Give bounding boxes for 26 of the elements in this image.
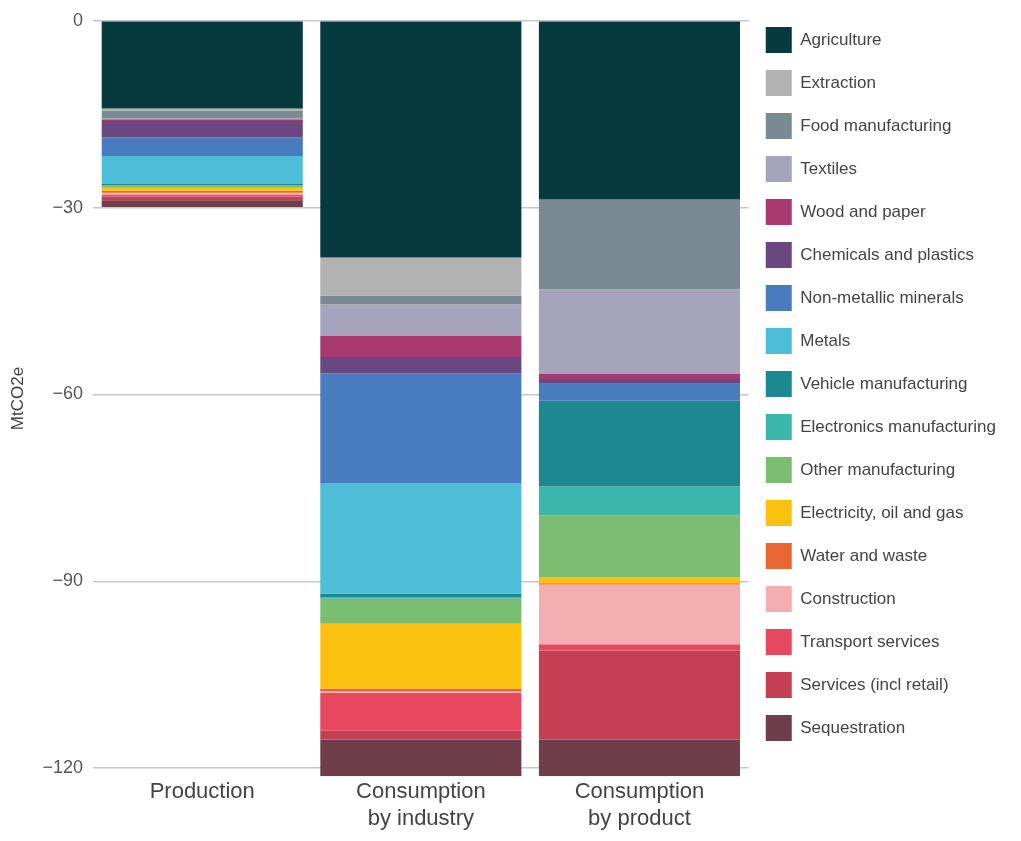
y-tick-label: −60 [52,383,83,404]
x-tick-label: Consumption by product [574,778,705,830]
y-tick-label: −120 [42,757,83,778]
x-tick-label: Consumption by industry [356,778,486,830]
legend-label: Other manufacturing [800,459,956,479]
legend-label: Services (incl retail) [800,674,949,694]
y-tick-label: 0 [72,9,83,30]
legend-label: Transport services [800,631,940,651]
legend-label: Construction [800,588,896,608]
y-tick-label: −90 [52,570,83,591]
legend-label: Sequestration [800,717,906,737]
legend-label: Extraction [800,72,876,92]
legend-label: Textiles [800,158,857,178]
x-tick-label: Production [149,778,255,804]
legend-label: Metals [800,330,851,350]
legend-label: Agriculture [800,29,882,49]
y-axis-title: MtCO2e [7,366,27,431]
legend-label: Wood and paper [800,201,926,221]
y-tick-label: −30 [52,196,83,217]
legend-label: Electricity, oil and gas [800,502,964,522]
legend-label: Vehicle manufacturing [800,373,968,393]
legend-label: Food manufacturing [800,115,952,135]
legend-label: Non-metallic minerals [800,287,964,307]
legend-label: Chemicals and plastics [800,244,975,264]
legend-label: Electronics manufacturing [800,416,996,436]
legend-label: Water and waste [800,545,928,565]
